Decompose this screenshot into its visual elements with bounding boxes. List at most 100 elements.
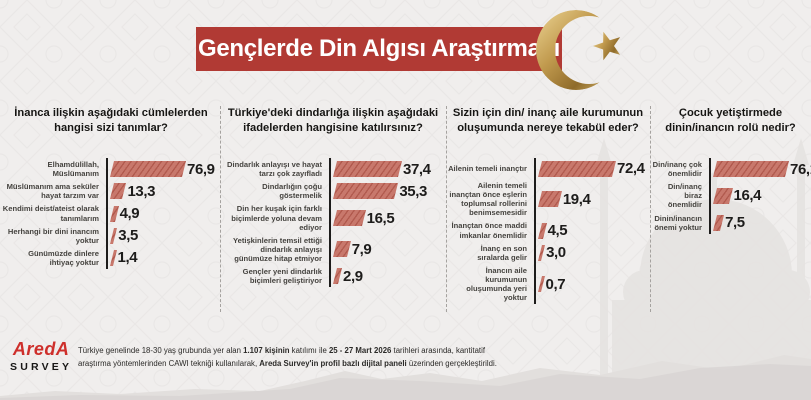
category-label: Ailenin temeli inançtır — [448, 163, 527, 173]
axis-line — [709, 158, 711, 234]
bar-row: Din/inanç çok önemlidir 76,1 — [652, 160, 811, 179]
value-label: 1,4 — [117, 249, 138, 267]
bar-cell: 16,4 — [709, 187, 762, 205]
bar-cell: 37,4 — [329, 161, 431, 178]
footnote-segment: Areda Survey'in profil bazlı dijital pan… — [259, 358, 407, 368]
bar-cell: 76,9 — [106, 161, 215, 178]
bar-row: İnançtan önce maddi imkanlar önemlidir 4,… — [448, 221, 648, 239]
footnote-segment: 25 - 27 Mart 2026 — [328, 346, 392, 355]
chart-panel: İnanca ilişkin aşağıdaki cümlelerden han… — [2, 100, 220, 271]
logo-brand-text: AredA — [12, 339, 70, 359]
category-label: Herhangi bir dini inancım yoktur — [7, 226, 99, 245]
bar — [538, 276, 545, 293]
value-label: 35,3 — [399, 182, 427, 200]
bar-cell: 16,5 — [329, 209, 395, 227]
bar — [713, 214, 725, 231]
category-label: İnancın aile kurumunun oluşumunda yeri y… — [466, 265, 527, 303]
panel-separator — [446, 106, 447, 312]
bar-row: Dinin/inancın önemi yoktur 7,5 — [652, 214, 809, 232]
bar — [110, 249, 117, 266]
logo-sub-text: SURVEY — [10, 361, 73, 373]
category-label: Elhamdülillah, Müslümanım — [47, 160, 99, 179]
bar-cell: 76,1 — [709, 161, 811, 178]
bar — [110, 161, 186, 178]
category-label: Yetişkinlerin temsil ettiği dindarlık an… — [232, 235, 322, 263]
value-label: 3,5 — [118, 227, 138, 245]
category-label: Ailenin temeli inançtan önce eşlerin top… — [449, 181, 527, 218]
value-label: 16,5 — [366, 209, 395, 227]
category-label: Dinin/inancın önemi yoktur — [654, 213, 702, 232]
bar — [110, 205, 119, 222]
footnote-segment: 1.107 kişinin — [243, 346, 290, 355]
bar-cell: 72,4 — [534, 160, 645, 177]
bar-row: Ailenin temeli inançtan önce eşlerin top… — [448, 181, 648, 217]
value-label: 37,4 — [403, 160, 431, 178]
value-label: 2,9 — [343, 267, 363, 285]
axis-line — [534, 158, 536, 305]
bar-row: Herhangi bir dini inancım yoktur 3,5 — [2, 227, 220, 245]
axis-line — [106, 158, 108, 270]
category-label: İnanç en son sıralarda gelir — [477, 243, 527, 262]
bar — [538, 191, 562, 208]
bar — [538, 160, 616, 177]
bar — [110, 227, 118, 244]
title-banner: Gençlerde Din Algısı Araştırması — [196, 27, 562, 71]
page-title: Gençlerde Din Algısı Araştırması — [197, 35, 561, 62]
panel-title: Sizin için din/ inanç aile kurumunun olu… — [452, 107, 644, 134]
panel-title: İnanca ilişkin aşağıdaki cümlelerden han… — [14, 107, 208, 134]
bar-cell: 4,5 — [534, 222, 568, 239]
bar-row: Dindarlık anlayışı ve hayat tarzı çok za… — [222, 160, 444, 178]
bar-row: Kendimi deist/ateist olarak tanımlarım 4,… — [2, 204, 220, 222]
bar — [333, 183, 399, 200]
bar — [538, 244, 546, 261]
bar-rows: Din/inanç çok önemlidir 76,1 Din/inanç bir… — [652, 158, 811, 234]
category-label: Günümüzde dinlere ihtiyaç yoktur — [28, 248, 99, 267]
category-label: Kendimi deist/ateist olarak tanımlarım — [2, 204, 99, 223]
panel-separator — [650, 106, 651, 312]
category-label: Din/inanç çok önemlidir — [652, 160, 702, 179]
bar-rows: Elhamdülillah, Müslümanım 76,9 Müslümanım … — [2, 158, 220, 270]
bar-cell: 4,9 — [106, 205, 140, 222]
bar-rows: Ailenin temeli inançtır 72,4 Ailenin temel… — [448, 158, 648, 305]
chart-panel: Türkiye'deki dindarlığa ilişkin aşağıdak… — [222, 100, 444, 289]
footnote-segment: katılımı ile — [289, 346, 329, 355]
bar — [333, 161, 402, 178]
bar-row: Gençler yeni dindarlık biçimleri gelişti… — [222, 267, 444, 285]
footnote: Türkiye genelinde 18-30 yaş grubunda yer… — [78, 345, 498, 371]
bar — [713, 187, 733, 204]
category-label: Din/inanç biraz önemlidir — [667, 182, 702, 210]
bar-row: Dindarlığın çoğu göstermelik 35,3 — [222, 182, 444, 200]
bar-row: İnancın aile kurumunun oluşumunda yeri y… — [448, 266, 648, 302]
crescent-and-star-icon — [536, 10, 621, 90]
bar — [110, 183, 127, 200]
areda-survey-logo: AredA SURVEY — [10, 340, 72, 373]
footnote-segment: Türkiye genelinde 18-30 yaş grubunda yer… — [78, 346, 244, 355]
bar-row: Ailenin temeli inançtır 72,4 — [448, 160, 648, 177]
category-label: Dindarlığın çoğu göstermelik — [262, 182, 322, 201]
category-label: Gençler yeni dindarlık biçimleri gelişti… — [242, 267, 322, 286]
panel-title: Çocuk yetiştirmede dinin/inancın rolü ne… — [665, 107, 796, 134]
panel-title: Türkiye'deki dindarlığa ilişkin aşağıdak… — [227, 107, 439, 134]
bar — [538, 222, 547, 239]
panel-separator — [220, 106, 221, 312]
bar-cell: 13,3 — [106, 183, 155, 200]
value-label: 16,4 — [733, 187, 762, 205]
bar-row: Müslümanım ama seküler hayat tarzım var 1… — [2, 182, 220, 200]
bar — [333, 268, 343, 285]
category-label: Din her kuşak için farklı biçimlerde yol… — [231, 204, 322, 232]
bar-row: Günümüzde dinlere ihtiyaç yoktur 1,4 — [2, 249, 220, 267]
category-label: İnançtan önce maddi imkanlar önemlidir — [451, 221, 527, 240]
bar-cell: 1,4 — [106, 249, 138, 267]
value-label: 19,4 — [562, 190, 591, 208]
bar-cell: 7,5 — [709, 214, 745, 231]
bar-cell: 35,3 — [329, 183, 427, 200]
value-label: 76,9 — [187, 160, 215, 178]
bar-cell: 7,9 — [329, 241, 372, 258]
value-label: 0,7 — [545, 275, 566, 293]
chart-panel: Çocuk yetiştirmede dinin/inancın rolü ne… — [652, 100, 811, 236]
bar-row: Din her kuşak için farklı biçimlerde yol… — [222, 204, 444, 231]
bar-cell: 0,7 — [534, 275, 566, 293]
bar-cell: 2,9 — [329, 268, 363, 285]
bar-cell: 3,0 — [534, 244, 566, 261]
